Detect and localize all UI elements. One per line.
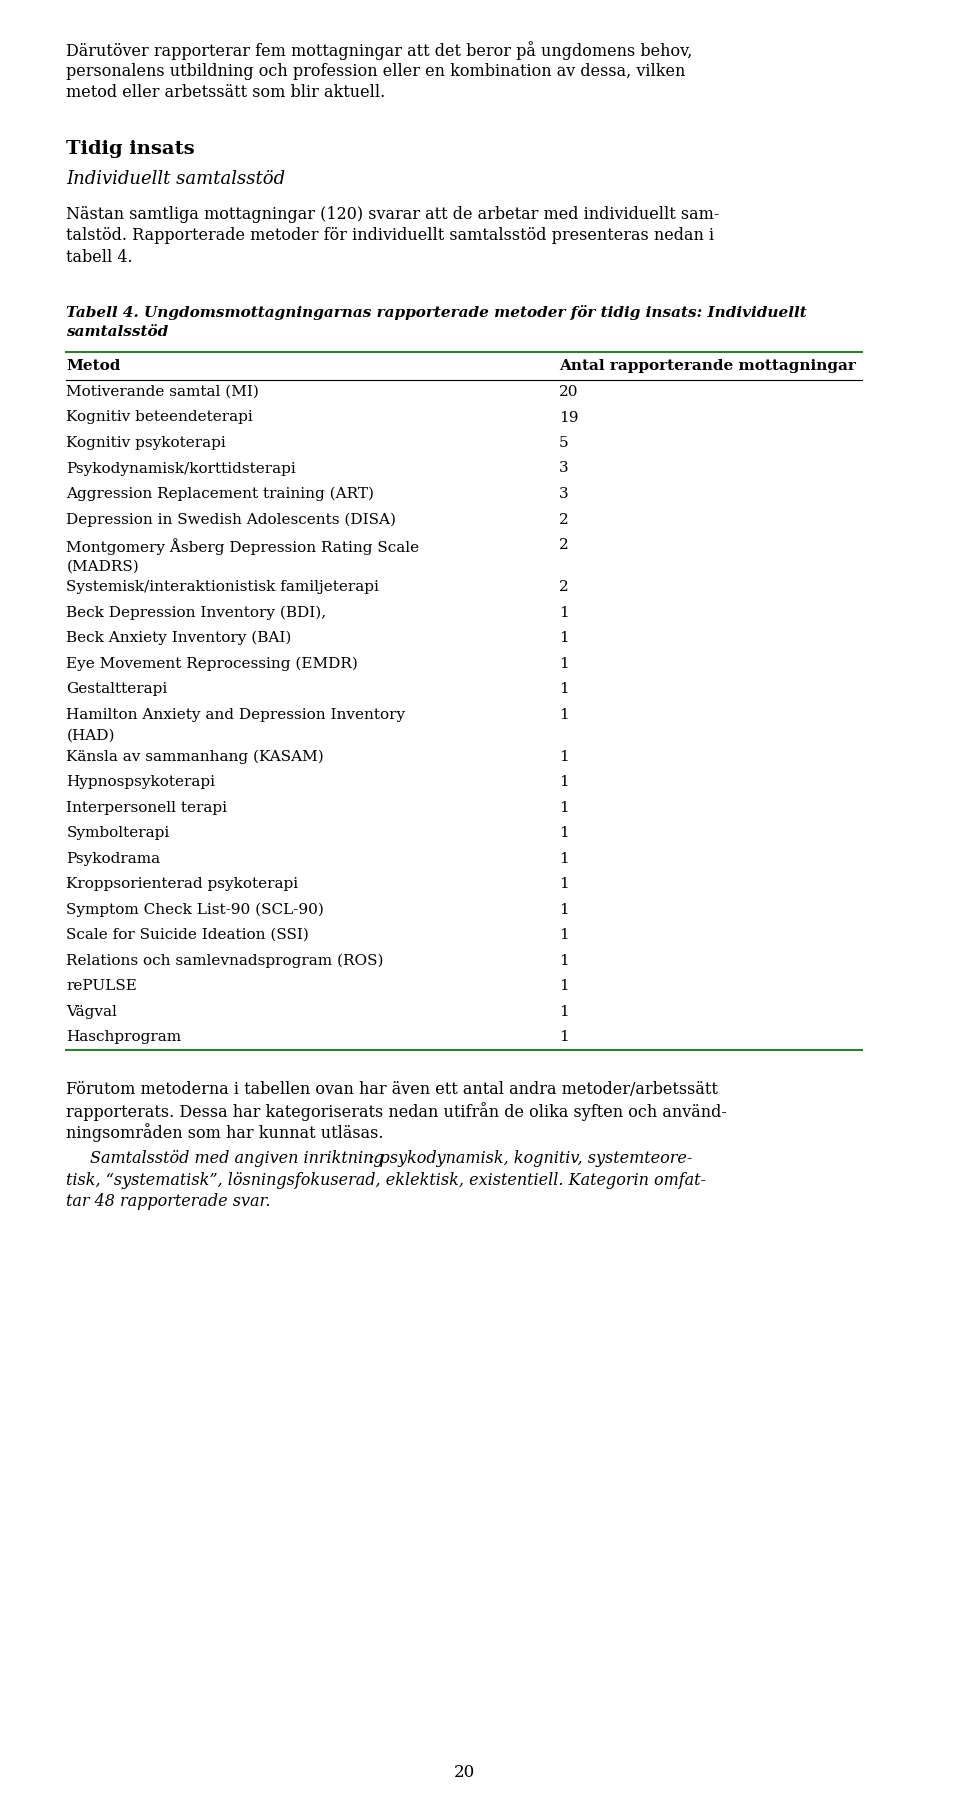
Text: Montgomery Åsberg Depression Rating Scale: Montgomery Åsberg Depression Rating Scal…: [66, 538, 420, 554]
Text: Relations och samlevnadsprogram (ROS): Relations och samlevnadsprogram (ROS): [66, 953, 384, 967]
Text: Hamilton Anxiety and Depression Inventory: Hamilton Anxiety and Depression Inventor…: [66, 708, 405, 722]
Text: Psykodrama: Psykodrama: [66, 850, 160, 865]
Text: metod eller arbetssätt som blir aktuell.: metod eller arbetssätt som blir aktuell.: [66, 85, 386, 101]
Text: Därutöver rapporterar fem mottagningar att det beror på ungdomens behov,: Därutöver rapporterar fem mottagningar a…: [66, 42, 693, 60]
Text: Antal rapporterande mottagningar: Antal rapporterande mottagningar: [559, 359, 855, 374]
Text: 1: 1: [559, 1004, 568, 1018]
Text: (HAD): (HAD): [66, 729, 115, 742]
Text: Symptom Check List-90 (SCL-90): Symptom Check List-90 (SCL-90): [66, 902, 324, 917]
Text: 1: 1: [559, 953, 568, 967]
Text: tabell 4.: tabell 4.: [66, 249, 132, 265]
Text: 3: 3: [559, 487, 568, 500]
Text: Kognitiv beteendeterapi: Kognitiv beteendeterapi: [66, 410, 253, 424]
Text: ningsområden som har kunnat utläsas.: ningsområden som har kunnat utläsas.: [66, 1123, 384, 1143]
Text: tar 48 rapporterade svar.: tar 48 rapporterade svar.: [66, 1193, 271, 1209]
Text: Psykodynamisk/korttidsterapi: Psykodynamisk/korttidsterapi: [66, 462, 296, 475]
Text: 1: 1: [559, 928, 568, 942]
Text: rapporterats. Dessa har kategoriserats nedan utifrån de olika syften och använd-: rapporterats. Dessa har kategoriserats n…: [66, 1101, 727, 1121]
Text: Interpersonell terapi: Interpersonell terapi: [66, 800, 228, 814]
Text: Depression in Swedish Adolescents (DISA): Depression in Swedish Adolescents (DISA): [66, 513, 396, 527]
Text: 20: 20: [453, 1763, 474, 1780]
Text: talstöd. Rapporterade metoder för individuellt samtalsstöd presenteras nedan i: talstöd. Rapporterade metoder för indivi…: [66, 227, 714, 244]
Text: Tabell 4. Ungdomsmottagningarnas rapporterade metoder för tidig insats: Individu: Tabell 4. Ungdomsmottagningarnas rapport…: [66, 305, 807, 319]
Text: 1: 1: [559, 774, 568, 789]
Text: 1: 1: [559, 708, 568, 722]
Text: 2: 2: [559, 538, 568, 552]
Text: 1: 1: [559, 825, 568, 839]
Text: Kognitiv psykoterapi: Kognitiv psykoterapi: [66, 435, 226, 449]
Text: (MADRS): (MADRS): [66, 560, 139, 574]
Text: Kroppsorienterad psykoterapi: Kroppsorienterad psykoterapi: [66, 877, 299, 890]
Text: 2: 2: [559, 513, 568, 527]
Text: 1: 1: [559, 877, 568, 890]
Text: Metod: Metod: [66, 359, 121, 374]
Text: samtalsstöd: samtalsstöd: [66, 325, 169, 339]
Text: Hypnospsykoterapi: Hypnospsykoterapi: [66, 774, 215, 789]
Text: Vägval: Vägval: [66, 1004, 117, 1018]
Text: Förutom metoderna i tabellen ovan har även ett antal andra metoder/arbetssätt: Förutom metoderna i tabellen ovan har äv…: [66, 1079, 718, 1097]
Text: Nästan samtliga mottagningar (120) svarar att de arbetar med individuellt sam-: Nästan samtliga mottagningar (120) svara…: [66, 206, 720, 222]
Text: 1: 1: [559, 682, 568, 695]
Text: 5: 5: [559, 435, 568, 449]
Text: Motiverande samtal (MI): Motiverande samtal (MI): [66, 384, 259, 399]
Text: Systemisk/interaktionistisk familjeterapi: Systemisk/interaktionistisk familjeterap…: [66, 579, 379, 594]
Text: 1: 1: [559, 800, 568, 814]
Text: 1: 1: [559, 850, 568, 865]
Text: 1: 1: [559, 749, 568, 764]
Text: 1: 1: [559, 630, 568, 644]
Text: : psykodynamisk, kognitiv, systemteore-: : psykodynamisk, kognitiv, systemteore-: [370, 1150, 692, 1166]
Text: Känsla av sammanhang (KASAM): Känsla av sammanhang (KASAM): [66, 749, 324, 764]
Text: 1: 1: [559, 1029, 568, 1043]
Text: 1: 1: [559, 657, 568, 670]
Text: 1: 1: [559, 902, 568, 915]
Text: Eye Movement Reprocessing (EMDR): Eye Movement Reprocessing (EMDR): [66, 657, 358, 670]
Text: 19: 19: [559, 410, 578, 424]
Text: personalens utbildning och profession eller en kombination av dessa, vilken: personalens utbildning och profession el…: [66, 63, 685, 79]
Text: Samtalsstöd med angiven inriktning: Samtalsstöd med angiven inriktning: [90, 1150, 384, 1166]
Text: tisk, “systematisk”, lösningsfokuserad, eklektisk, existentiell. Kategorin omfat: tisk, “systematisk”, lösningsfokuserad, …: [66, 1171, 707, 1188]
Text: Tidig insats: Tidig insats: [66, 141, 195, 159]
Text: 20: 20: [559, 384, 578, 399]
Text: Beck Depression Inventory (BDI),: Beck Depression Inventory (BDI),: [66, 605, 326, 619]
Text: Aggression Replacement training (ART): Aggression Replacement training (ART): [66, 487, 374, 502]
Text: Individuellt samtalsstöd: Individuellt samtalsstöd: [66, 170, 285, 188]
Text: Gestaltterapi: Gestaltterapi: [66, 682, 168, 695]
Text: Haschprogram: Haschprogram: [66, 1029, 181, 1043]
Text: 1: 1: [559, 605, 568, 619]
Text: rePULSE: rePULSE: [66, 978, 137, 993]
Text: Symbolterapi: Symbolterapi: [66, 825, 170, 839]
Text: Beck Anxiety Inventory (BAI): Beck Anxiety Inventory (BAI): [66, 630, 292, 644]
Text: Scale for Suicide Ideation (SSI): Scale for Suicide Ideation (SSI): [66, 928, 309, 942]
Text: 2: 2: [559, 579, 568, 594]
Text: 1: 1: [559, 978, 568, 993]
Text: 3: 3: [559, 462, 568, 475]
